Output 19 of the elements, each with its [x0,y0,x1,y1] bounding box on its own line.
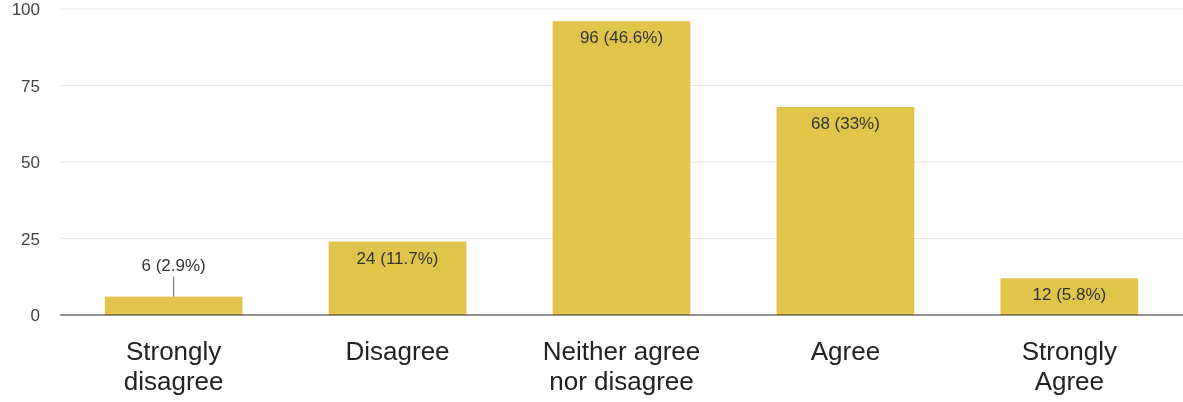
y-tick-label: 25 [21,229,40,249]
y-tick-label: 75 [21,76,40,96]
y-tick-label: 50 [21,153,40,172]
x-tick-label: Strongly Agree [1021,336,1118,396]
data-label: 6 (2.9%) [141,255,206,275]
data-label: 96 (46.6%) [579,28,664,48]
x-tick-label: Agree [810,336,881,366]
data-label: 12 (5.8%) [1032,285,1107,305]
x-tick-label: Disagree [345,336,450,366]
x-tick-label: Strongly disagree [123,336,224,396]
bar [552,21,691,315]
y-tick-label: 0 [30,306,40,325]
bar [776,106,915,315]
x-tick-label: Neither agree nor disagree [542,336,701,396]
data-label: 68 (33%) [810,113,880,133]
bar [328,241,467,315]
y-tick-label: 100 [11,0,40,19]
bar [104,296,243,315]
data-label: 24 (11.7%) [356,248,439,268]
